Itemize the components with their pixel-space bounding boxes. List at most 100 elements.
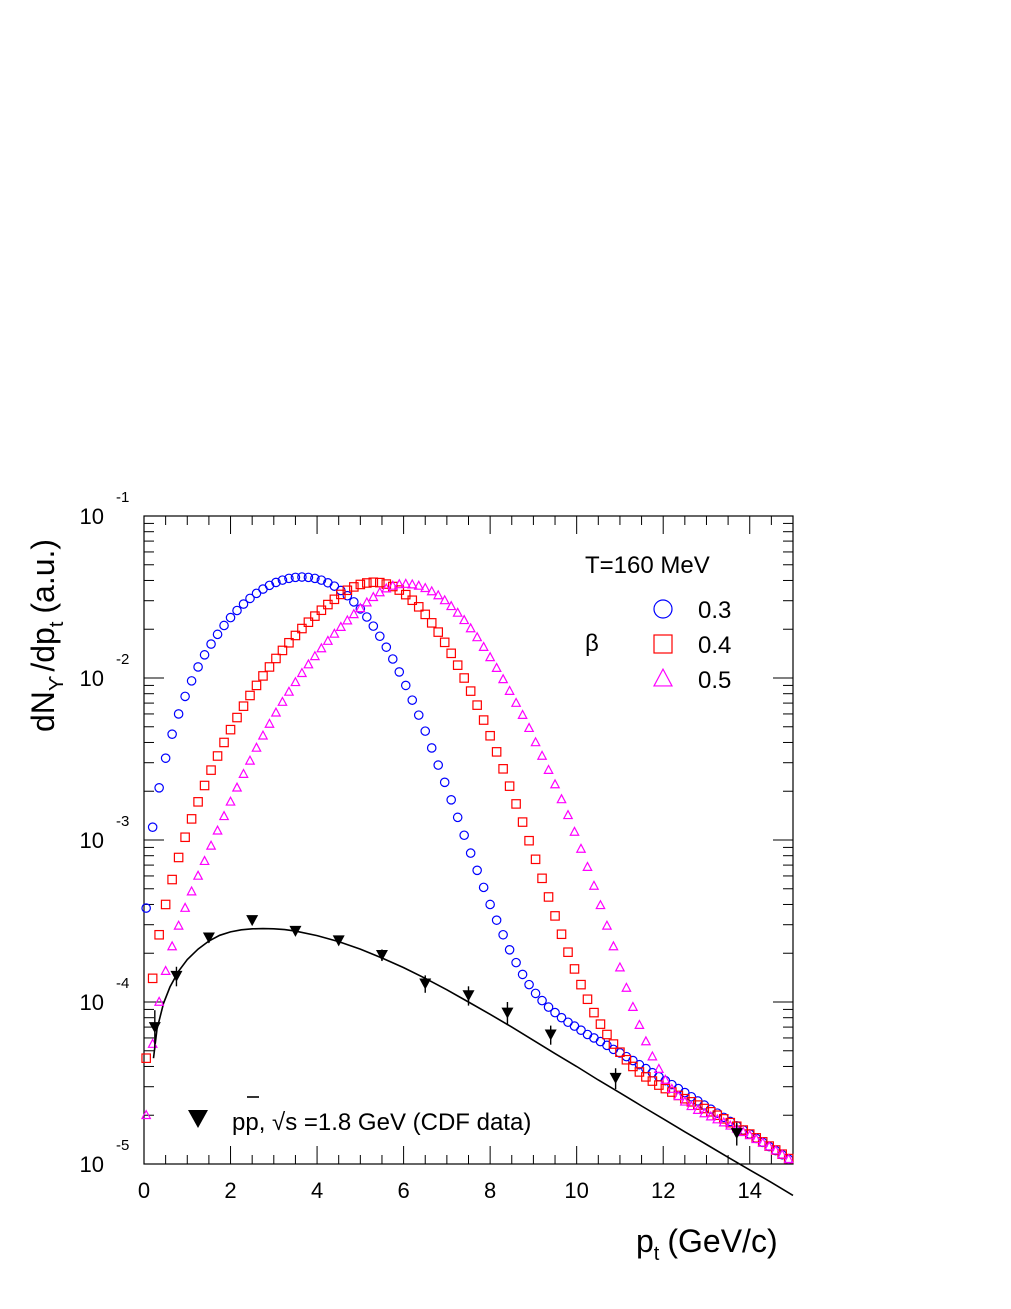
- data-point: [381, 642, 392, 652]
- data-point: [536, 750, 548, 760]
- data-point: [458, 614, 470, 625]
- data-point: [232, 605, 242, 616]
- data-point: [478, 715, 489, 725]
- data-point: [394, 667, 405, 677]
- data-point: [452, 607, 463, 617]
- data-point: [699, 1103, 710, 1114]
- data-point: [673, 1090, 684, 1101]
- data-point: [160, 899, 171, 910]
- data-point: [595, 899, 606, 910]
- data-point: [387, 654, 398, 664]
- data-point: [446, 648, 456, 659]
- x-tick-label: 10: [564, 1178, 588, 1203]
- data-point: [205, 839, 217, 850]
- data-point: [349, 582, 359, 592]
- data-point: [627, 1001, 639, 1011]
- data-point: [699, 1107, 710, 1118]
- series-0.5: [140, 578, 794, 1164]
- data-point: [485, 730, 495, 741]
- data-point: [595, 1019, 606, 1029]
- data-point: [420, 609, 431, 620]
- legend-label: 0.4: [698, 632, 731, 659]
- x-tick-label: 14: [737, 1178, 761, 1203]
- x-axis-title-unit: (GeV/c): [667, 1223, 777, 1259]
- data-point: [297, 572, 307, 582]
- data-point: [219, 737, 229, 748]
- data-point: [725, 1119, 736, 1130]
- y-tick-label-base: 10: [80, 666, 104, 691]
- data-point: [219, 620, 229, 631]
- data-point: [277, 575, 288, 585]
- data-point: [504, 945, 515, 955]
- data-point: [257, 729, 269, 740]
- data-point: [439, 594, 450, 605]
- data-point: [621, 1054, 632, 1065]
- data-point: [738, 1126, 749, 1137]
- data-point: [303, 617, 314, 628]
- data-point: [686, 1100, 697, 1111]
- cdf-marker: [375, 950, 388, 962]
- data-point: [147, 973, 158, 984]
- data-point: [153, 996, 165, 1006]
- data-point: [433, 760, 444, 770]
- cdf-legend-marker: [188, 1110, 208, 1128]
- data-point: [186, 885, 197, 896]
- data-point: [601, 919, 613, 930]
- data-point: [199, 855, 210, 866]
- data-point: [238, 768, 249, 778]
- data-point: [524, 979, 534, 990]
- legend: 0.3 0.4 0.5: [652, 597, 731, 694]
- data-point: [478, 882, 489, 893]
- data-point: [543, 1002, 554, 1012]
- data-point: [141, 903, 151, 913]
- data-point: [206, 765, 216, 775]
- data-point: [154, 783, 164, 793]
- data-point: [361, 596, 373, 607]
- data-point: [264, 662, 275, 672]
- data-point: [420, 726, 431, 736]
- data-point: [556, 1012, 567, 1023]
- data-point: [212, 629, 223, 640]
- data-point: [634, 1019, 645, 1029]
- data-point: [465, 622, 476, 633]
- data-point: [491, 747, 502, 757]
- data-point: [660, 1074, 671, 1084]
- data-point: [472, 700, 482, 710]
- data-point: [251, 742, 262, 752]
- data-point: [342, 585, 353, 596]
- data-point: [160, 753, 171, 763]
- data-point: [322, 635, 334, 645]
- cdf-data-point: [202, 932, 215, 944]
- data-point: [420, 582, 431, 593]
- data-point: [192, 870, 204, 880]
- cdf-data-point: [170, 966, 183, 987]
- data-point: [550, 911, 560, 921]
- data-point: [452, 812, 463, 823]
- data-point: [180, 832, 190, 843]
- cdf-marker: [544, 1029, 557, 1041]
- legend-label: 0.3: [698, 597, 731, 624]
- data-point: [426, 618, 437, 628]
- data-point: [309, 650, 321, 661]
- data-point: [264, 580, 275, 591]
- data-point: [140, 1109, 152, 1120]
- data-point: [329, 628, 340, 638]
- data-point: [283, 686, 295, 696]
- y-axis-title-sub1: ϒ: [46, 675, 68, 691]
- data-point: [530, 736, 541, 747]
- data-point: [368, 621, 379, 631]
- data-point: [238, 599, 249, 609]
- data-point: [647, 1050, 658, 1061]
- data-point: [362, 578, 372, 588]
- x-tick-label: 2: [224, 1178, 236, 1203]
- data-point: [147, 822, 158, 832]
- data-point: [206, 639, 216, 649]
- y-axis-title-sub2: t: [46, 621, 68, 627]
- y-tick-label-base: 10: [80, 1152, 104, 1177]
- y-tick-label-exp: -1: [116, 489, 129, 506]
- cdf-data-point: [501, 1002, 514, 1026]
- data-point: [225, 724, 236, 735]
- series-0.3: [141, 572, 794, 1165]
- data-point: [498, 929, 508, 940]
- data-point: [407, 595, 418, 606]
